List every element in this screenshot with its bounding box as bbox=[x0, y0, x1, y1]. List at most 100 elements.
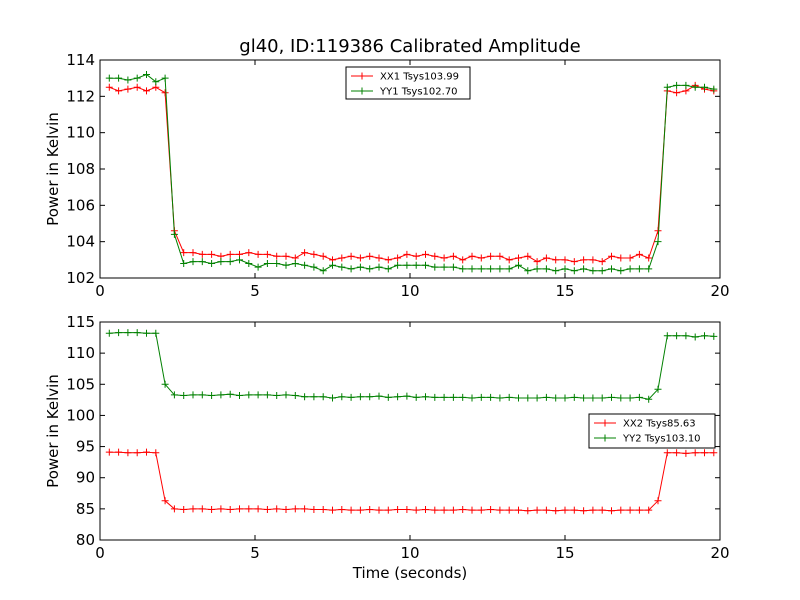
data-point bbox=[617, 267, 625, 275]
data-point bbox=[542, 506, 550, 514]
data-point bbox=[356, 254, 364, 262]
data-point bbox=[422, 505, 429, 513]
data-point bbox=[329, 394, 336, 402]
data-point bbox=[682, 449, 690, 457]
x-tick-label: 10 bbox=[400, 282, 419, 300]
data-point bbox=[208, 391, 216, 399]
data-point bbox=[710, 449, 718, 457]
data-point bbox=[617, 394, 625, 402]
data-point bbox=[524, 267, 532, 275]
data-point bbox=[701, 83, 708, 91]
legend: XX2 Tsys85.63 YY2 Tsys103.10 bbox=[588, 413, 716, 449]
data-point bbox=[310, 263, 318, 271]
data-point bbox=[403, 261, 411, 269]
data-point bbox=[626, 254, 634, 262]
data-point bbox=[477, 265, 485, 273]
series-line bbox=[109, 73, 714, 272]
data-point bbox=[115, 329, 123, 337]
x-tick-label: 20 bbox=[710, 282, 729, 300]
data-point bbox=[217, 391, 225, 399]
data-point bbox=[208, 505, 216, 513]
data-point bbox=[133, 83, 141, 91]
data-point bbox=[394, 261, 402, 269]
data-point bbox=[236, 391, 243, 399]
series-line bbox=[109, 84, 714, 263]
data-point bbox=[645, 254, 653, 262]
data-point bbox=[273, 505, 281, 513]
data-point bbox=[580, 394, 588, 402]
subplot-2: 0 5 10 15 20 80 85 90 95 100 105 110 115 Power in Kel… bbox=[44, 313, 730, 582]
data-point bbox=[422, 261, 429, 269]
data-point bbox=[422, 393, 429, 401]
data-point bbox=[487, 265, 495, 273]
data-point bbox=[329, 261, 336, 269]
data-point bbox=[226, 258, 234, 266]
data-point bbox=[459, 265, 467, 273]
data-point bbox=[682, 332, 690, 340]
subplot-1: 0 5 10 15 20 102 104 106 108 110 112 114 gl40, ID:11… bbox=[44, 36, 730, 300]
x-tick-label: 5 bbox=[250, 544, 260, 562]
data-point bbox=[161, 380, 169, 388]
data-point bbox=[468, 394, 476, 402]
data-point bbox=[161, 74, 169, 82]
data-point bbox=[542, 254, 550, 262]
data-point bbox=[710, 332, 718, 340]
legend-entry: YY2 Tsys103.10 bbox=[622, 434, 701, 445]
data-point bbox=[459, 393, 467, 401]
data-point bbox=[282, 505, 290, 513]
data-point bbox=[496, 506, 504, 514]
data-point bbox=[319, 393, 327, 401]
data-point bbox=[570, 258, 578, 266]
data-point bbox=[626, 394, 634, 402]
data-point bbox=[570, 393, 578, 401]
data-point bbox=[384, 256, 392, 264]
data-point bbox=[598, 506, 606, 514]
series-yy1 bbox=[105, 71, 718, 275]
data-point bbox=[654, 497, 662, 505]
data-point bbox=[422, 250, 429, 258]
data-point bbox=[663, 83, 671, 91]
y-tick-label: 104 bbox=[66, 233, 95, 251]
data-point bbox=[515, 254, 522, 262]
series-xx2 bbox=[105, 448, 718, 515]
data-point bbox=[701, 332, 708, 340]
data-point bbox=[152, 329, 160, 337]
data-point bbox=[533, 258, 541, 266]
y-tick-label: 106 bbox=[66, 196, 95, 214]
data-point bbox=[645, 395, 653, 403]
data-point bbox=[449, 263, 457, 271]
data-point bbox=[552, 256, 560, 264]
legend-marker bbox=[601, 419, 609, 427]
data-point bbox=[552, 507, 560, 515]
x-tick-label: 10 bbox=[400, 544, 419, 562]
data-point bbox=[291, 259, 299, 267]
x-tick-label: 5 bbox=[250, 282, 260, 300]
data-point bbox=[310, 393, 318, 401]
data-point bbox=[161, 89, 169, 97]
data-point bbox=[608, 393, 615, 401]
data-point bbox=[654, 385, 662, 393]
data-point bbox=[282, 252, 290, 260]
data-point bbox=[505, 256, 513, 264]
data-point bbox=[710, 85, 718, 93]
data-point bbox=[635, 265, 643, 273]
data-point bbox=[515, 506, 522, 514]
data-point bbox=[273, 259, 281, 267]
data-point bbox=[245, 249, 253, 257]
data-point bbox=[236, 505, 243, 513]
data-point bbox=[254, 250, 262, 258]
data-point bbox=[449, 252, 457, 260]
data-point bbox=[403, 392, 411, 400]
data-point bbox=[673, 449, 681, 457]
data-point bbox=[115, 87, 123, 95]
data-point bbox=[673, 89, 681, 97]
data-point bbox=[226, 390, 234, 398]
data-point bbox=[533, 506, 541, 514]
data-point bbox=[449, 506, 457, 514]
y-tick-label: 114 bbox=[66, 51, 95, 69]
data-point bbox=[338, 505, 346, 513]
x-tick-label: 0 bbox=[95, 282, 105, 300]
data-point bbox=[180, 391, 188, 399]
data-point bbox=[487, 505, 495, 513]
